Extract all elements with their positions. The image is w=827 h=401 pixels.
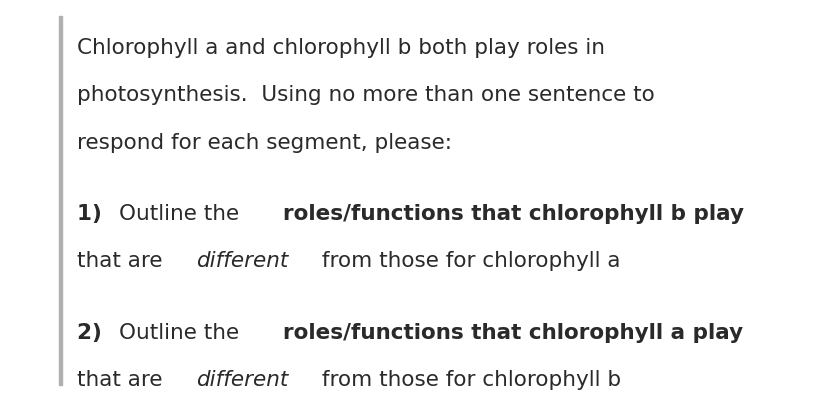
Text: 1): 1): [77, 204, 109, 224]
Text: different: different: [196, 251, 289, 271]
Text: Outline the: Outline the: [119, 323, 246, 343]
Text: photosynthesis.  Using no more than one sentence to: photosynthesis. Using no more than one s…: [77, 85, 655, 105]
Text: Chlorophyll a and chlorophyll b both play roles in: Chlorophyll a and chlorophyll b both pla…: [77, 38, 605, 58]
Text: from those for chlorophyll b: from those for chlorophyll b: [315, 370, 621, 390]
Text: that are: that are: [77, 370, 170, 390]
Text: roles/functions that chlorophyll a play: roles/functions that chlorophyll a play: [283, 323, 743, 343]
Text: that are: that are: [77, 251, 170, 271]
Text: respond for each segment, please:: respond for each segment, please:: [77, 133, 452, 153]
Text: different: different: [196, 370, 289, 390]
Text: Outline the: Outline the: [119, 204, 246, 224]
Text: roles/functions that chlorophyll b play: roles/functions that chlorophyll b play: [283, 204, 743, 224]
Text: from those for chlorophyll a: from those for chlorophyll a: [315, 251, 620, 271]
Text: 2): 2): [77, 323, 109, 343]
Bar: [59, 16, 62, 385]
